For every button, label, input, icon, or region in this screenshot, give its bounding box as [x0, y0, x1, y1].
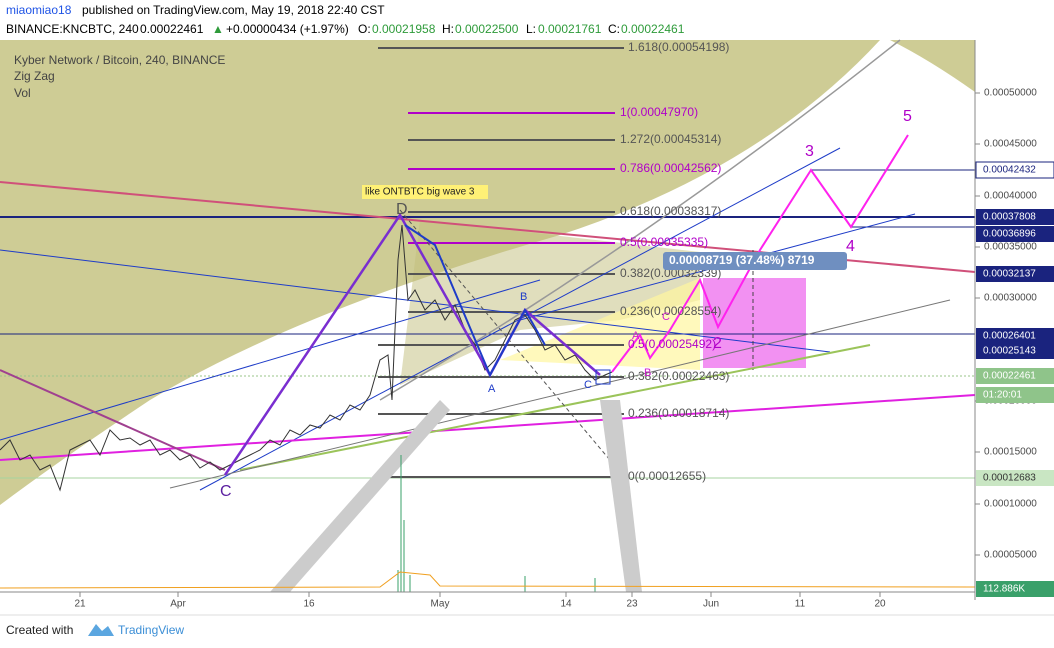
price-tag-bg	[976, 387, 1054, 403]
time-tick-label: 23	[626, 599, 638, 610]
last: 0.00022461	[140, 22, 204, 36]
annotation: like ONTBTC big wave 3	[365, 187, 475, 198]
fib-label: 0.786(0.00042562)	[620, 161, 721, 175]
marker-box	[595, 369, 611, 385]
time-tick-label: 11	[795, 599, 806, 610]
annotation-bg	[362, 185, 488, 199]
price-tag-bg	[976, 328, 1054, 344]
author: miaomiao18	[6, 3, 72, 17]
price-tag-bg	[976, 368, 1054, 384]
price-tag: 0.00036896	[983, 229, 1036, 240]
time-tick-label: 14	[560, 599, 572, 610]
wave-label: 4	[846, 238, 855, 255]
measure-label: 0.00008719 (37.48%) 8719	[669, 253, 815, 267]
fib-label: 0.382(0.00022463)	[628, 369, 729, 383]
price-line	[0, 224, 613, 492]
time-tick-label: Apr	[170, 599, 186, 610]
ohlc-label: L:	[526, 22, 536, 36]
change: +0.00000434 (+1.97%)	[226, 22, 349, 36]
wave-label: B	[520, 291, 527, 303]
fib-label: 1(0.00047970)	[620, 105, 698, 119]
logo	[88, 624, 114, 636]
time-tick-label: Jun	[703, 599, 719, 610]
zigzag-inner	[404, 224, 546, 378]
price-tick-label: 0.00050000	[984, 88, 1037, 99]
ohlc-label: C:	[608, 22, 620, 36]
price-tag: 112.886K	[983, 584, 1025, 595]
ohlc-label: O:	[358, 22, 371, 36]
legend-item: Zig Zag	[14, 69, 55, 83]
fib-label: 0.5(0.00035335)	[620, 235, 708, 249]
footer-brand[interactable]: TradingView	[118, 623, 184, 637]
ohlc-value: 0.00022461	[621, 22, 685, 36]
ohlc-value: 0.00022500	[455, 22, 519, 36]
wave-label: D	[396, 201, 408, 218]
price-tick-label: 0.00040000	[984, 191, 1037, 202]
price-tag-bg	[975, 161, 1054, 179]
price-tag: 01:20:01	[983, 390, 1022, 401]
price-tick-label: 0.00015000	[984, 447, 1037, 458]
price-tick-label: 0.00045000	[984, 139, 1037, 150]
wave-label: A	[488, 383, 496, 395]
price-axis: 0.00050000 0.00045000 0.00040000 0.00035000…	[975, 88, 1054, 597]
price-tag-bg	[976, 470, 1054, 486]
price-tag: 0.00037808	[983, 212, 1036, 223]
plot	[0, 39, 976, 592]
fib-label: 0.5(0.00025492)	[628, 337, 716, 351]
time-tick-label: 20	[874, 599, 886, 610]
time-tick-label: 21	[74, 599, 86, 610]
published: published on TradingView.com, May 19, 20…	[82, 3, 385, 17]
price-tick-label: 0.00010000	[984, 499, 1037, 510]
footer-created: Created with	[6, 623, 73, 637]
price-tag: 0.00025143	[983, 346, 1036, 357]
projection-area	[0, 40, 975, 505]
legend-title: Kyber Network / Bitcoin, 240, BINANCE	[14, 53, 225, 67]
price-tag: 0.00026401	[983, 331, 1036, 342]
arrow: ▲	[212, 22, 224, 36]
price-tick-label: 0.00030000	[984, 293, 1037, 304]
ohlc-value: 0.00021958	[372, 22, 436, 36]
price-tag: 0.00012683	[983, 473, 1036, 484]
fib-label: 0.236(0.00028554)	[620, 304, 721, 318]
price-tag-bg	[976, 266, 1054, 282]
fib-label: 1.618(0.00054198)	[628, 40, 729, 54]
wave-label: C	[584, 379, 592, 391]
price-tag-bg	[976, 581, 1054, 597]
time-axis: 21 Apr 16 May 14 23 Jun 11 20	[74, 592, 886, 610]
fib-lines	[378, 47, 624, 478]
wave-label: B	[644, 367, 651, 379]
time-tick-label: 16	[303, 599, 315, 610]
price-tag: 0.00042432	[983, 165, 1036, 176]
price-tag-bg	[976, 226, 1054, 242]
ohlc-label: H:	[442, 22, 454, 36]
price-tick-label: 0.00005000	[984, 550, 1037, 561]
fib-label: 1.272(0.00045314)	[620, 132, 721, 146]
fib-label: 0.236(0.00018714)	[628, 406, 729, 420]
wave-label: A	[632, 330, 640, 342]
measure-bg	[663, 252, 847, 270]
wave-label: 2	[713, 335, 722, 352]
price-tag: 0.00022461	[983, 371, 1036, 382]
measure-box	[703, 278, 806, 368]
wave-label: C	[220, 483, 232, 500]
fib-label: 0(0.00012655)	[628, 469, 706, 483]
ohlc-value: 0.00021761	[538, 22, 602, 36]
time-tick-label: May	[431, 599, 450, 610]
price-tag-bg	[976, 343, 1054, 359]
wave-label: 3	[805, 143, 814, 160]
price-tag: 0.00032137	[983, 269, 1036, 280]
projection-path	[611, 134, 909, 373]
wave-label: 5	[903, 108, 912, 125]
fib-label: 0.618(0.00038317)	[620, 204, 721, 218]
price-axis-bg	[975, 40, 1054, 600]
wave-label: C	[662, 311, 670, 323]
legend-item: Vol	[14, 86, 31, 100]
volume-ma	[0, 571, 976, 589]
symbol: BINANCE:KNCBTC, 240	[6, 22, 139, 36]
price-tag-bg	[976, 209, 1054, 225]
price-tick-label: 0.00035000	[984, 242, 1037, 253]
